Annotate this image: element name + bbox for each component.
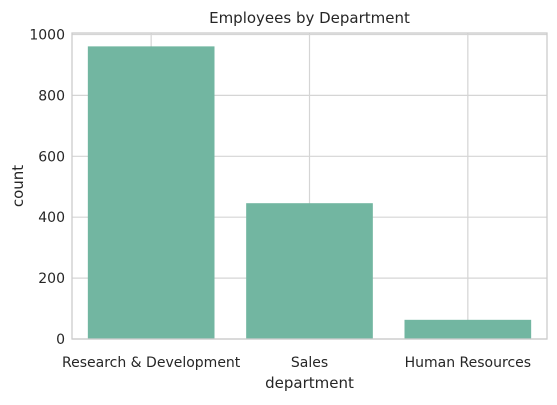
x-tick-label: Sales	[291, 355, 328, 371]
bar	[246, 203, 373, 339]
plot-frame	[71, 32, 548, 340]
y-tick-label: 0	[56, 332, 65, 348]
x-tick-label: Human Resources	[405, 355, 531, 371]
bar	[404, 319, 532, 339]
x-axis-label: department	[265, 374, 354, 392]
y-axis-label: count	[9, 165, 27, 207]
y-tick-label: 600	[38, 149, 65, 165]
y-tick-label: 400	[38, 210, 65, 226]
y-tick-label: 800	[38, 88, 65, 104]
chart-title: Employees by Department	[209, 9, 410, 27]
bar	[87, 46, 215, 340]
x-tick-label: Research & Development	[62, 355, 241, 371]
y-tick-label: 1000	[29, 28, 65, 44]
y-tick-label: 200	[38, 271, 65, 287]
